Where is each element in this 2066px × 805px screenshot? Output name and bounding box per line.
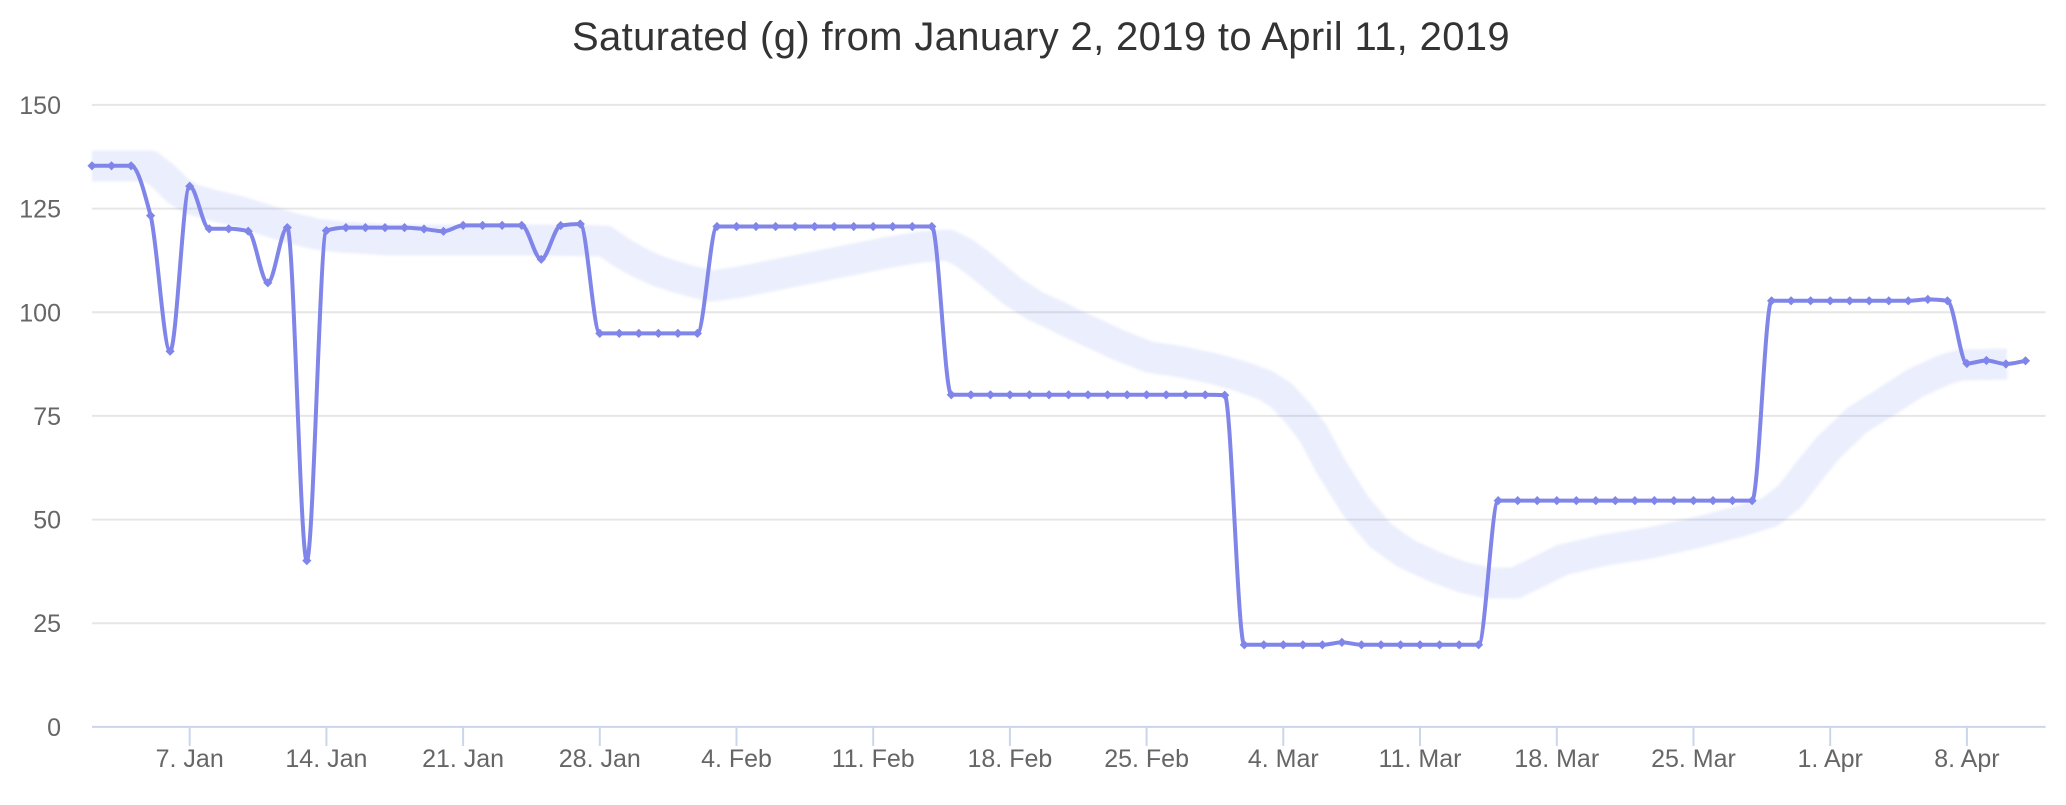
svg-text:4. Mar: 4. Mar <box>1248 745 1319 773</box>
svg-text:21. Jan: 21. Jan <box>422 745 504 773</box>
svg-text:75: 75 <box>33 403 61 431</box>
svg-text:14. Jan: 14. Jan <box>285 745 367 773</box>
svg-text:Saturated (g) from January 2,: Saturated (g) from January 2, 2019 to Ap… <box>572 15 1510 59</box>
svg-text:1. Apr: 1. Apr <box>1798 745 1863 773</box>
svg-text:11. Feb: 11. Feb <box>832 745 915 773</box>
svg-text:125: 125 <box>19 196 61 224</box>
svg-text:7. Jan: 7. Jan <box>156 745 224 773</box>
svg-text:18. Mar: 18. Mar <box>1514 745 1599 773</box>
svg-text:4. Feb: 4. Feb <box>701 745 772 773</box>
svg-text:50: 50 <box>33 507 61 535</box>
svg-text:25. Feb: 25. Feb <box>1104 745 1189 773</box>
svg-text:150: 150 <box>19 92 61 120</box>
svg-text:25: 25 <box>33 610 61 638</box>
svg-text:25. Mar: 25. Mar <box>1651 745 1736 773</box>
svg-text:28. Jan: 28. Jan <box>559 745 641 773</box>
svg-text:100: 100 <box>19 299 61 327</box>
svg-text:0: 0 <box>47 714 61 742</box>
svg-text:8. Apr: 8. Apr <box>1934 745 1999 773</box>
svg-text:18. Feb: 18. Feb <box>968 745 1053 773</box>
svg-text:11. Mar: 11. Mar <box>1379 745 1462 773</box>
